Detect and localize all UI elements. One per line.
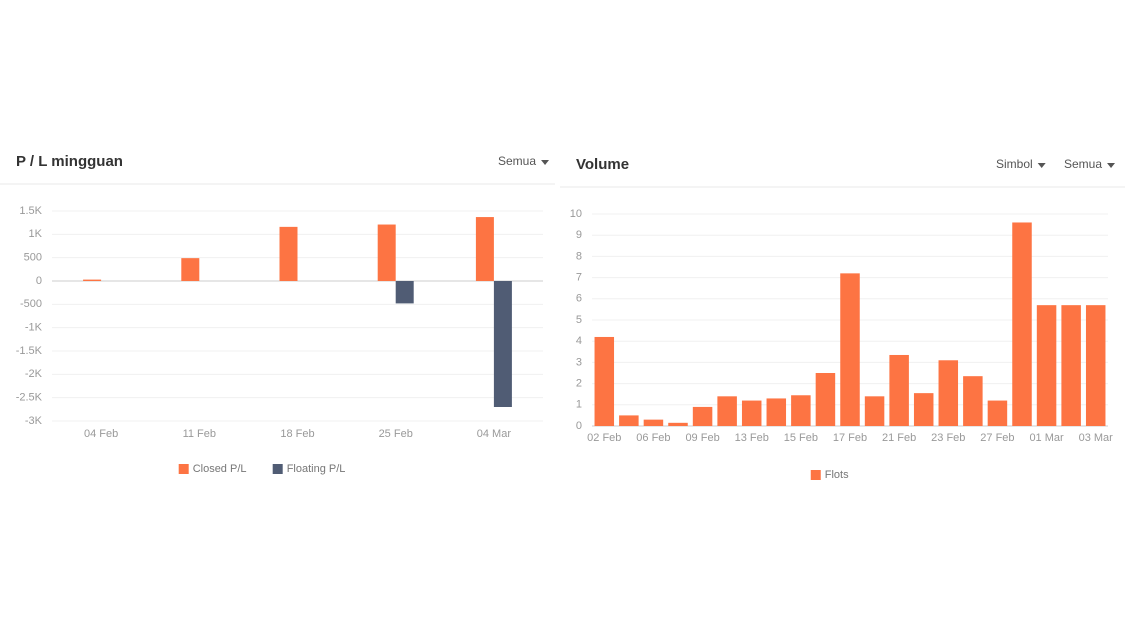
- bar: [83, 279, 102, 281]
- x-tick-label: 06 Feb: [636, 432, 670, 444]
- legend-label: Flots: [825, 469, 849, 481]
- bar: [1036, 305, 1057, 426]
- bar: [938, 360, 959, 426]
- dropdown-arrow[interactable]: [1107, 163, 1116, 168]
- panel-title: P / L mingguan: [16, 153, 123, 170]
- x-tick-label: 11 Feb: [183, 428, 216, 440]
- bar: [493, 281, 512, 407]
- bar: [791, 395, 811, 426]
- bar: [889, 354, 909, 426]
- y-tick-label: -2.5K: [16, 392, 43, 404]
- y-tick-label: 10: [570, 208, 582, 220]
- bar: [377, 224, 396, 281]
- x-tick-label: 25 Feb: [379, 428, 413, 440]
- dropdown-arrow[interactable]: [541, 160, 550, 165]
- bar: [668, 422, 688, 426]
- bar: [1085, 305, 1106, 426]
- bar: [766, 398, 787, 426]
- y-tick-label: -1K: [25, 322, 43, 334]
- y-tick-label: 1.5K: [19, 205, 42, 217]
- legend-label: Closed P/L: [193, 463, 247, 475]
- bar: [594, 336, 615, 426]
- bar: [1012, 222, 1032, 426]
- y-tick-label: 500: [24, 252, 42, 264]
- y-tick-label: -1.5K: [16, 345, 43, 357]
- bar: [840, 273, 860, 426]
- x-tick-label: 01 Mar: [1029, 432, 1064, 444]
- bar: [815, 373, 836, 426]
- y-tick-label: 0: [36, 275, 42, 287]
- y-tick-label: 2: [576, 378, 582, 390]
- y-tick-label: 1K: [29, 228, 43, 240]
- panel-title: Volume: [576, 156, 629, 173]
- dropdown-arrow[interactable]: [1037, 163, 1046, 168]
- bar: [643, 419, 664, 426]
- y-tick-label: 4: [576, 335, 582, 347]
- y-tick-label: 3: [576, 356, 582, 368]
- x-tick-label: 13 Feb: [735, 432, 769, 444]
- x-tick-label: 04 Mar: [477, 428, 512, 440]
- bar: [717, 396, 737, 426]
- bar: [692, 406, 713, 426]
- y-tick-label: 6: [576, 293, 582, 305]
- bar: [987, 400, 1008, 426]
- y-tick-label: 9: [576, 229, 582, 241]
- bar: [864, 396, 885, 426]
- y-tick-label: 0: [576, 420, 582, 432]
- y-tick-label: 8: [576, 250, 582, 262]
- bar: [741, 400, 762, 426]
- bar: [619, 415, 639, 426]
- bar: [181, 258, 200, 281]
- x-tick-label: 04 Feb: [84, 428, 118, 440]
- bar: [1061, 305, 1081, 426]
- bar: [475, 217, 494, 281]
- x-tick-label: 27 Feb: [980, 432, 1014, 444]
- y-tick-label: 1: [576, 399, 582, 411]
- dropdown[interactable]: Semua: [498, 154, 536, 168]
- x-tick-label: 02 Feb: [587, 432, 621, 444]
- bar: [279, 226, 298, 281]
- y-tick-label: -2K: [25, 368, 43, 380]
- legend-swatch: [178, 464, 189, 474]
- x-tick-label: 15 Feb: [784, 432, 818, 444]
- bar: [913, 393, 934, 426]
- x-tick-label: 03 Mar: [1079, 432, 1114, 444]
- y-tick-label: -500: [20, 298, 42, 310]
- bar: [395, 281, 414, 304]
- legend-label: Floating P/L: [287, 463, 346, 475]
- x-tick-label: 18 Feb: [280, 428, 314, 440]
- legend-swatch: [272, 464, 283, 474]
- x-tick-label: 21 Feb: [882, 432, 916, 444]
- x-tick-label: 23 Feb: [931, 432, 965, 444]
- x-tick-label: 17 Feb: [833, 432, 867, 444]
- dropdown[interactable]: Semua: [1064, 157, 1102, 171]
- y-tick-label: 7: [576, 272, 582, 284]
- x-tick-label: 09 Feb: [685, 432, 719, 444]
- y-tick-label: 5: [576, 314, 582, 326]
- legend-swatch: [810, 470, 821, 480]
- dropdown[interactable]: Simbol: [996, 157, 1033, 171]
- y-tick-label: -3K: [25, 415, 43, 427]
- bar: [963, 376, 983, 426]
